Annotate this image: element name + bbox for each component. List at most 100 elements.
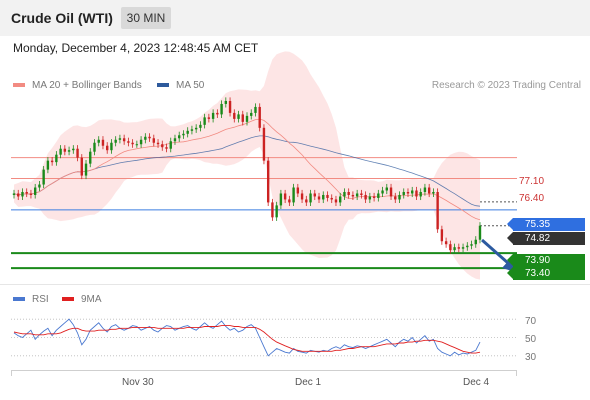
candle-body bbox=[254, 106, 257, 113]
candle-body bbox=[228, 100, 232, 113]
chart-header: Crude Oil (WTI) 30 MIN bbox=[0, 0, 590, 36]
rsi-tick-50: 50 bbox=[525, 334, 537, 345]
candle-body bbox=[423, 187, 427, 192]
rsi-ma-swatch bbox=[62, 297, 74, 302]
candle-body bbox=[84, 163, 88, 176]
legend-rsi-ma: 9MA bbox=[62, 294, 102, 305]
candle-body bbox=[419, 191, 422, 197]
s1-tag: 73.90 bbox=[507, 254, 585, 267]
candle-body bbox=[478, 225, 482, 240]
candle-body bbox=[313, 193, 316, 197]
candle-body bbox=[415, 190, 418, 197]
candle-body bbox=[178, 135, 181, 139]
candle-body bbox=[21, 191, 24, 197]
candle-body bbox=[76, 148, 79, 158]
candle-body bbox=[55, 154, 58, 163]
candle-body bbox=[322, 194, 325, 200]
candle-body bbox=[46, 160, 50, 170]
candle-body bbox=[288, 199, 291, 203]
legend-rsi: RSI bbox=[13, 294, 49, 305]
candle-body bbox=[461, 247, 465, 249]
candle-body bbox=[89, 151, 92, 164]
candle-body bbox=[377, 193, 380, 198]
candle-body bbox=[372, 196, 376, 198]
legend-ma20-label: MA 20 + Bollinger Bands bbox=[32, 80, 142, 91]
candle-body bbox=[474, 239, 477, 245]
timeframe-badge[interactable]: 30 MIN bbox=[121, 7, 171, 29]
candle-body bbox=[12, 193, 16, 195]
candle-body bbox=[334, 199, 338, 203]
timestamp: Monday, December 4, 2023 12:48:45 AM CET bbox=[13, 41, 259, 55]
candle-body bbox=[220, 103, 223, 115]
candle-body bbox=[139, 139, 143, 145]
candle-body bbox=[169, 141, 172, 149]
candle-body bbox=[165, 147, 168, 149]
candle-body bbox=[245, 115, 249, 122]
candle-body bbox=[326, 194, 329, 198]
r2-label: 77.10 bbox=[519, 176, 545, 187]
r1-label: 76.40 bbox=[519, 193, 545, 204]
candle-body bbox=[38, 184, 41, 188]
candle-body bbox=[207, 117, 211, 119]
candle-body bbox=[131, 142, 134, 145]
candle-body bbox=[457, 247, 461, 249]
candle-body bbox=[241, 114, 244, 122]
candle-body bbox=[364, 194, 367, 200]
candle-body bbox=[436, 191, 439, 230]
candle-body bbox=[266, 160, 270, 203]
candle-body bbox=[118, 138, 122, 140]
rsi-tick-70: 70 bbox=[525, 316, 537, 327]
candle-body bbox=[17, 193, 20, 197]
candle-body bbox=[186, 130, 189, 134]
candle-body bbox=[466, 245, 469, 248]
candle-body bbox=[182, 133, 185, 136]
candle-body bbox=[351, 194, 355, 197]
legend-ma20: MA 20 + Bollinger Bands bbox=[13, 80, 142, 91]
pivot-tag: 75.35 bbox=[507, 218, 585, 231]
candle-body bbox=[347, 191, 350, 195]
candle-body bbox=[271, 202, 274, 218]
candle-body bbox=[93, 142, 96, 152]
ma20-swatch bbox=[13, 83, 25, 88]
candle-body bbox=[25, 191, 28, 194]
rsi-ma-line bbox=[13, 325, 481, 354]
candle-body bbox=[194, 127, 198, 130]
candle-body bbox=[156, 142, 160, 145]
rsi-swatch bbox=[13, 297, 25, 302]
candle-body bbox=[173, 138, 177, 142]
candle-body bbox=[343, 191, 346, 197]
candle-body bbox=[67, 150, 71, 152]
candle-body bbox=[296, 187, 300, 194]
candle-body bbox=[42, 169, 45, 185]
candle-body bbox=[440, 229, 444, 242]
candle-body bbox=[63, 148, 67, 152]
candle-body bbox=[203, 117, 206, 125]
candle-body bbox=[250, 112, 253, 116]
candle-body bbox=[339, 196, 342, 203]
candle-body bbox=[432, 191, 435, 194]
rsi-tick-30: 30 bbox=[525, 352, 537, 363]
candle-body bbox=[453, 247, 456, 251]
candle-body bbox=[360, 193, 363, 195]
candle-body bbox=[262, 127, 266, 161]
candle-body bbox=[444, 241, 448, 245]
candle-body bbox=[385, 187, 388, 191]
candle-body bbox=[402, 191, 405, 195]
candle-body bbox=[398, 194, 401, 200]
candle-body bbox=[470, 244, 473, 246]
candle-body bbox=[317, 196, 321, 200]
candle-body bbox=[275, 205, 278, 218]
candle-body bbox=[309, 193, 312, 203]
candle-body bbox=[72, 148, 75, 151]
x-tick-dec4: Dec 4 bbox=[463, 377, 490, 388]
candle-body bbox=[97, 139, 100, 143]
bollinger-band bbox=[14, 51, 480, 280]
legend-rsi-label: RSI bbox=[32, 294, 49, 305]
forecast-arrow-shaft bbox=[481, 238, 509, 265]
candle-body bbox=[148, 136, 151, 139]
candle-body bbox=[110, 142, 113, 151]
candle-body bbox=[305, 199, 308, 203]
candle-body bbox=[216, 112, 219, 115]
candle-body bbox=[135, 144, 139, 146]
